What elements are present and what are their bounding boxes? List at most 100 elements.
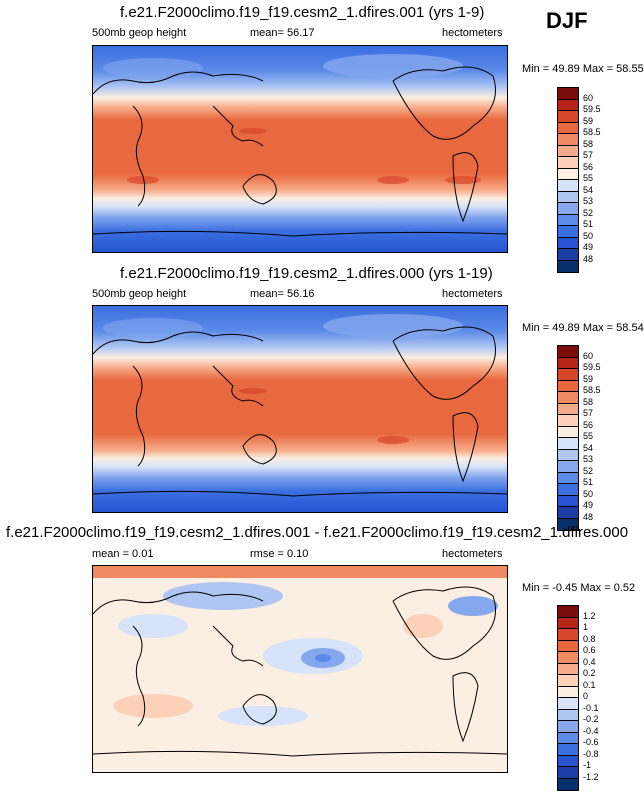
colorbar-swatch [558, 721, 578, 733]
colorbar-swatch [558, 744, 578, 756]
colorbar-swatch [558, 226, 578, 238]
colorbar-tick-label: 0.6 [583, 645, 596, 655]
colorbar-tick-label: 0.1 [583, 679, 596, 690]
colorbar-swatch [558, 122, 578, 134]
colorbar-tick-label: 1 [583, 622, 589, 632]
colorbar-swatch [558, 237, 578, 249]
colorbar-tick-label: 53 [583, 196, 594, 206]
panel3-title: f.e21.F2000climo.f19_f19.cesm2_1.dfires.… [6, 524, 629, 541]
colorbar-swatch [558, 698, 578, 710]
colorbar-tick-label: -0.8 [583, 748, 599, 759]
colorbar-tick-label: 55 [583, 431, 594, 441]
panel3-minmax: Min = -0.45 Max = 0.52 [522, 582, 636, 594]
colorbar-swatch [558, 495, 578, 507]
colorbar-swatch [558, 438, 578, 450]
colorbar-tick-label: 52 [583, 465, 594, 476]
colorbar-swatch [558, 134, 578, 146]
colorbar-swatch [558, 461, 578, 473]
colorbar-swatch [558, 111, 578, 123]
panel2-map [92, 305, 508, 513]
panel2-minmax: Min = 49.89 Max = 58.54 [522, 322, 644, 334]
colorbar-tick-label: 56 [583, 161, 594, 172]
panel1-title: f.e21.F2000climo.f19_f19.cesm2_1.dfires.… [120, 4, 485, 21]
colorbar-swatch [558, 449, 578, 461]
colorbar-swatch [558, 652, 578, 664]
colorbar-tick-label: 0 [583, 691, 589, 701]
colorbar-tick-label: 51 [583, 477, 594, 487]
colorbar-swatch [558, 778, 578, 790]
colorbar-tick-label: 56 [583, 419, 594, 430]
colorbar-swatch [558, 606, 578, 618]
panel3-units-label: hectometers [442, 548, 503, 560]
panel3-mean-label: mean = 0.01 [92, 548, 154, 560]
colorbar-tick-label: 58.5 [583, 127, 601, 137]
colorbar-tick-label: 1.2 [583, 610, 596, 621]
colorbar-swatch [558, 767, 578, 779]
colorbar-tick-label: 58 [583, 138, 594, 149]
colorbar-tick-label: 59.5 [583, 104, 601, 114]
colorbar-swatch [558, 145, 578, 157]
panel1-map [92, 45, 508, 253]
colorbar-tick-label: 48 [583, 253, 594, 264]
panel2-variable-label: 500mb geop height [92, 288, 187, 300]
colorbar-tick-label: 59 [583, 115, 594, 126]
colorbar-swatch [558, 640, 578, 652]
colorbar-tick-label: 49 [583, 500, 594, 510]
colorbar-tick-label: 0.2 [583, 668, 596, 678]
colorbar-tick-label: 57 [583, 150, 594, 160]
panel3-map [92, 565, 508, 773]
colorbar-tick-label: 57 [583, 408, 594, 418]
colorbar-swatch [558, 663, 578, 675]
colorbar-swatch [558, 260, 578, 272]
colorbar-tick-label: 54 [583, 442, 594, 453]
colorbar-swatch [558, 732, 578, 744]
colorbar-swatch [558, 629, 578, 641]
colorbar-swatch [558, 675, 578, 687]
colorbar-tick-label: 59.5 [583, 362, 601, 372]
colorbar-tick-label: 50 [583, 488, 594, 499]
panel3-rmse-label: rmse = 0.10 [250, 548, 309, 560]
panel2-colorbar [557, 345, 579, 531]
colorbar-tick-label: 60 [583, 350, 594, 361]
season-label: DJF [546, 8, 588, 33]
colorbar-swatch [558, 157, 578, 169]
panel1-mean-label: mean= 56.17 [250, 27, 315, 39]
colorbar-tick-label: -0.1 [583, 702, 599, 713]
colorbar-tick-label: 58.5 [583, 385, 601, 395]
colorbar-tick-label: 49 [583, 242, 594, 252]
colorbar-swatch [558, 346, 578, 358]
colorbar-tick-label: 54 [583, 184, 594, 195]
panel1-colorbar [557, 87, 579, 273]
colorbar-swatch [558, 686, 578, 698]
colorbar-swatch [558, 168, 578, 180]
colorbar-swatch [558, 392, 578, 404]
colorbar-swatch [558, 249, 578, 261]
colorbar-tick-label: -1.2 [583, 771, 599, 782]
colorbar-swatch [558, 472, 578, 484]
colorbar-tick-label: 59 [583, 373, 594, 384]
colorbar-tick-label: -0.2 [583, 714, 599, 724]
colorbar-swatch [558, 755, 578, 767]
colorbar-tick-label: 50 [583, 230, 594, 241]
colorbar-swatch [558, 403, 578, 415]
colorbar-tick-label: 51 [583, 219, 594, 229]
panel2-title: f.e21.F2000climo.f19_f19.cesm2_1.dfires.… [120, 265, 493, 282]
colorbar-tick-label: -1 [583, 760, 592, 770]
colorbar-swatch [558, 415, 578, 427]
colorbar-swatch [558, 180, 578, 192]
colorbar-tick-label: 48 [583, 511, 594, 522]
colorbar-swatch [558, 426, 578, 438]
panel1-variable-label: 500mb geop height [92, 27, 187, 39]
colorbar-swatch [558, 357, 578, 369]
colorbar-swatch [558, 191, 578, 203]
colorbar-tick-label: 60 [583, 92, 594, 103]
colorbar-swatch [558, 484, 578, 496]
panel1-minmax: Min = 49.89 Max = 58.55 [522, 63, 644, 75]
colorbar-tick-label: -0.6 [583, 737, 599, 747]
colorbar-tick-label: 58 [583, 396, 594, 407]
colorbar-tick-label: 53 [583, 454, 594, 464]
colorbar-tick-label: 55 [583, 173, 594, 183]
colorbar-swatch [558, 617, 578, 629]
colorbar-tick-label: -0.4 [583, 725, 599, 736]
colorbar-swatch [558, 709, 578, 721]
